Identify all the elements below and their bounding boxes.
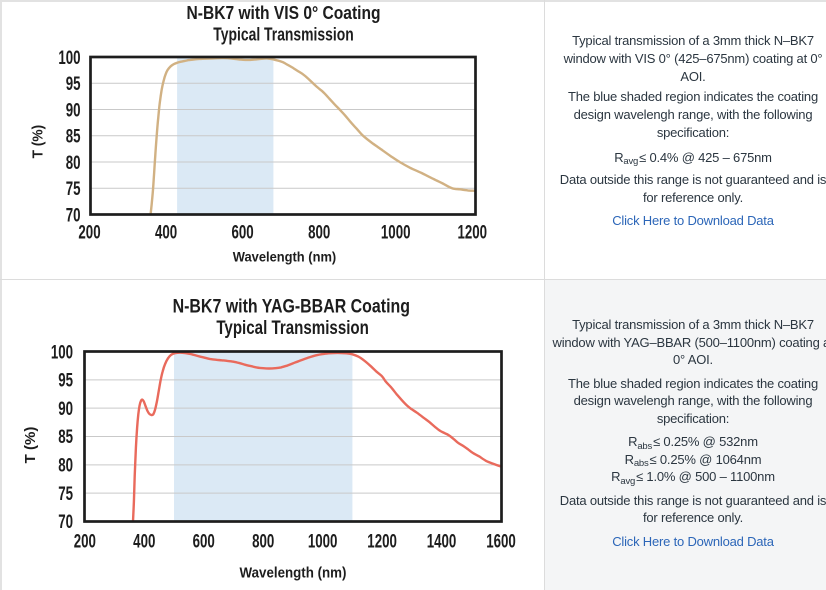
svg-text:T (%): T (%) (30, 125, 47, 159)
svg-text:95: 95 (66, 74, 81, 95)
svg-text:T (%): T (%) (22, 427, 39, 464)
svg-text:85: 85 (58, 427, 73, 448)
svg-text:95: 95 (58, 370, 73, 391)
svg-text:75: 75 (66, 179, 81, 200)
svg-text:Typical Transmission: Typical Transmission (213, 24, 353, 44)
svg-text:1200: 1200 (457, 222, 487, 243)
svg-text:70: 70 (58, 512, 73, 533)
svg-text:1200: 1200 (367, 531, 397, 552)
svg-text:80: 80 (58, 455, 73, 476)
svg-text:800: 800 (252, 531, 274, 552)
svg-text:70: 70 (66, 205, 81, 226)
svg-text:400: 400 (133, 531, 155, 552)
svg-text:100: 100 (51, 342, 73, 363)
svg-text:200: 200 (74, 531, 96, 552)
svg-text:N-BK7 with VIS 0° Coating: N-BK7 with VIS 0° Coating (187, 3, 381, 24)
svg-text:85: 85 (66, 126, 81, 147)
svg-text:1000: 1000 (308, 531, 338, 552)
svg-text:1600: 1600 (486, 531, 516, 552)
svg-text:800: 800 (308, 222, 330, 243)
svg-text:1400: 1400 (427, 531, 457, 552)
svg-text:N-BK7 with YAG-BBAR Coating: N-BK7 with YAG-BBAR Coating (173, 295, 410, 317)
svg-text:Typical Transmission: Typical Transmission (216, 316, 369, 338)
svg-text:1000: 1000 (381, 222, 411, 243)
svg-text:400: 400 (155, 222, 177, 243)
svg-text:200: 200 (78, 222, 100, 243)
svg-text:Wavelength (nm): Wavelength (nm) (240, 564, 347, 581)
svg-text:75: 75 (58, 484, 73, 505)
svg-text:90: 90 (66, 100, 81, 121)
svg-text:100: 100 (58, 48, 80, 69)
svg-text:80: 80 (66, 153, 81, 174)
svg-text:600: 600 (232, 222, 254, 243)
svg-text:600: 600 (193, 531, 215, 552)
svg-text:90: 90 (58, 399, 73, 420)
svg-text:Wavelength (nm): Wavelength (nm) (233, 249, 336, 265)
